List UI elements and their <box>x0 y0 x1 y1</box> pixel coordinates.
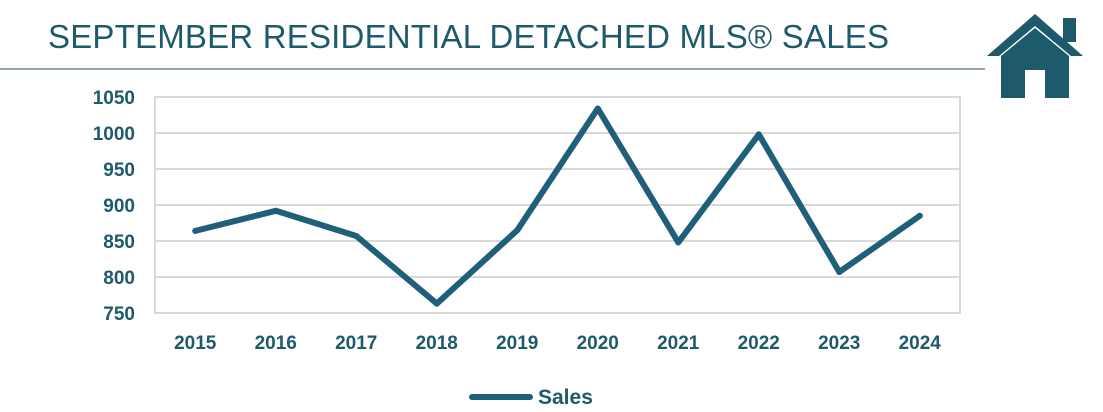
y-tick-label: 750 <box>103 304 135 325</box>
x-tick-label: 2017 <box>335 333 377 354</box>
x-axis-ticks: 2015 2016 2017 2018 2019 2020 2021 2022 2023 2024 <box>174 333 941 354</box>
chart-title: SEPTEMBER RESIDENTIAL DETACHED MLS® SALE… <box>48 18 890 55</box>
y-axis-ticks: 750 800 850 900 950 1000 1050 <box>93 88 135 325</box>
x-tick-label: 2020 <box>577 333 619 354</box>
title-divider <box>0 68 985 70</box>
series-line-sales <box>192 105 923 307</box>
data-point <box>594 105 601 112</box>
data-point <box>353 232 360 239</box>
y-tick-label: 1050 <box>93 88 135 109</box>
x-tick-label: 2022 <box>738 333 780 354</box>
y-tick-label: 950 <box>103 160 135 181</box>
y-tick-label: 1000 <box>93 124 135 145</box>
data-point <box>675 239 682 246</box>
x-tick-label: 2023 <box>818 333 860 354</box>
x-tick-label: 2018 <box>416 333 458 354</box>
data-point <box>192 227 199 234</box>
data-point <box>514 227 521 234</box>
data-point <box>755 131 762 138</box>
data-point <box>916 212 923 219</box>
x-tick-label: 2015 <box>174 333 217 354</box>
legend-label: Sales <box>538 386 593 409</box>
data-point <box>836 268 843 275</box>
data-point <box>433 300 440 307</box>
x-tick-label: 2024 <box>899 333 942 354</box>
legend: Sales <box>469 386 593 409</box>
x-tick-label: 2016 <box>255 333 297 354</box>
x-tick-label: 2019 <box>496 333 538 354</box>
y-tick-label: 850 <box>103 232 135 253</box>
y-tick-label: 800 <box>103 268 135 289</box>
house-icon <box>987 14 1083 98</box>
gridlines <box>155 132 960 278</box>
y-tick-label: 900 <box>103 196 135 217</box>
series-group <box>192 105 923 307</box>
data-point <box>272 207 279 214</box>
x-tick-label: 2021 <box>657 333 700 354</box>
